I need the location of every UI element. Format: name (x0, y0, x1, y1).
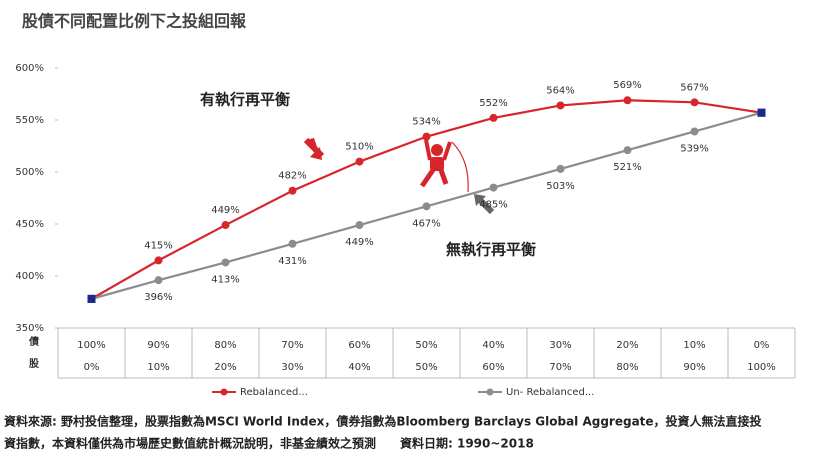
data-label: 564% (546, 85, 575, 96)
point-marker (221, 258, 230, 267)
x-tick-label: 0% (84, 362, 100, 373)
annotation: 無執行再平衡 (446, 241, 536, 259)
legend-label: Un- Rebalanced... (506, 387, 594, 398)
x-tick-label: 80% (214, 340, 236, 351)
endpoint-marker (757, 108, 766, 117)
y-tick-label: 450% (15, 219, 44, 230)
x-tick-label: 0% (754, 340, 770, 351)
data-label: 415% (144, 240, 173, 251)
endpoint-marker (87, 294, 96, 303)
row-label: 股 (29, 358, 40, 370)
point-marker (623, 146, 632, 155)
x-tick-label: 20% (214, 362, 236, 373)
point-marker (288, 186, 297, 195)
data-label: 449% (211, 205, 240, 216)
point-marker (422, 202, 431, 211)
x-tick-label: 70% (549, 362, 571, 373)
data-label: 569% (613, 80, 642, 91)
x-tick-label: 80% (616, 362, 638, 373)
data-label: 482% (278, 171, 307, 182)
data-label: 521% (613, 162, 642, 173)
point-marker (355, 157, 364, 166)
point-marker (556, 164, 565, 173)
point-marker (288, 239, 297, 248)
y-tick-label: 600% (15, 63, 44, 74)
x-tick-label: 20% (616, 340, 638, 351)
data-label: 431% (278, 256, 307, 267)
point-marker (556, 101, 565, 110)
row-label: 債 (28, 335, 39, 348)
data-label: 503% (546, 181, 575, 192)
point-marker (489, 113, 498, 122)
data-label: 396% (144, 292, 173, 303)
legend-swatch (220, 388, 228, 396)
data-label: 485% (479, 200, 508, 211)
legend-swatch (486, 388, 494, 396)
arrow-icon (310, 147, 322, 160)
point-marker (623, 96, 632, 105)
point-marker (154, 276, 163, 285)
point-marker (221, 221, 230, 230)
legend-label: Rebalanced... (240, 387, 308, 398)
x-tick-label: 10% (683, 340, 705, 351)
y-tick-label: 550% (15, 115, 44, 126)
x-tick-label: 90% (683, 362, 705, 373)
arrow-icon (474, 194, 486, 206)
point-marker (690, 127, 699, 136)
data-label: 467% (412, 218, 441, 229)
x-tick-label: 90% (147, 340, 169, 351)
footnote: 資指數，本資料僅供為市場歷史數值統計概況說明，非基金績效之預測 資料日期: 19… (4, 436, 534, 451)
data-label: 539% (680, 143, 709, 154)
data-label: 449% (345, 237, 374, 248)
x-tick-label: 40% (482, 340, 504, 351)
point-marker (489, 183, 498, 192)
data-label: 534% (412, 117, 441, 128)
annotation: 有執行再平衡 (200, 91, 290, 109)
x-tick-label: 50% (415, 340, 437, 351)
y-tick-label: 500% (15, 167, 44, 178)
series-line (90, 99, 762, 300)
y-tick-label: 400% (15, 271, 44, 282)
arc-icon (451, 141, 469, 193)
x-tick-label: 50% (415, 362, 437, 373)
point-marker (355, 221, 364, 230)
point-marker (690, 98, 699, 107)
x-tick-label: 10% (147, 362, 169, 373)
x-tick-label: 30% (549, 340, 571, 351)
climber-icon (419, 139, 452, 188)
x-tick-label: 60% (482, 362, 504, 373)
chart-title: 股債不同配置比例下之投組回報 (22, 12, 247, 31)
x-tick-label: 100% (747, 362, 776, 373)
data-label: 510% (345, 142, 374, 153)
x-tick-label: 60% (348, 340, 370, 351)
data-label: 413% (211, 274, 240, 285)
point-marker (422, 132, 431, 141)
x-tick-label: 100% (77, 340, 106, 351)
footnote: 資料來源: 野村投信整理，股票指數為MSCI World Index，債券指數為… (4, 414, 762, 429)
x-tick-label: 70% (281, 340, 303, 351)
y-tick-label: 350% (15, 323, 44, 334)
x-tick-label: 40% (348, 362, 370, 373)
point-marker (154, 256, 163, 265)
x-tick-label: 30% (281, 362, 303, 373)
data-label: 567% (680, 82, 709, 93)
data-label: 552% (479, 98, 508, 109)
